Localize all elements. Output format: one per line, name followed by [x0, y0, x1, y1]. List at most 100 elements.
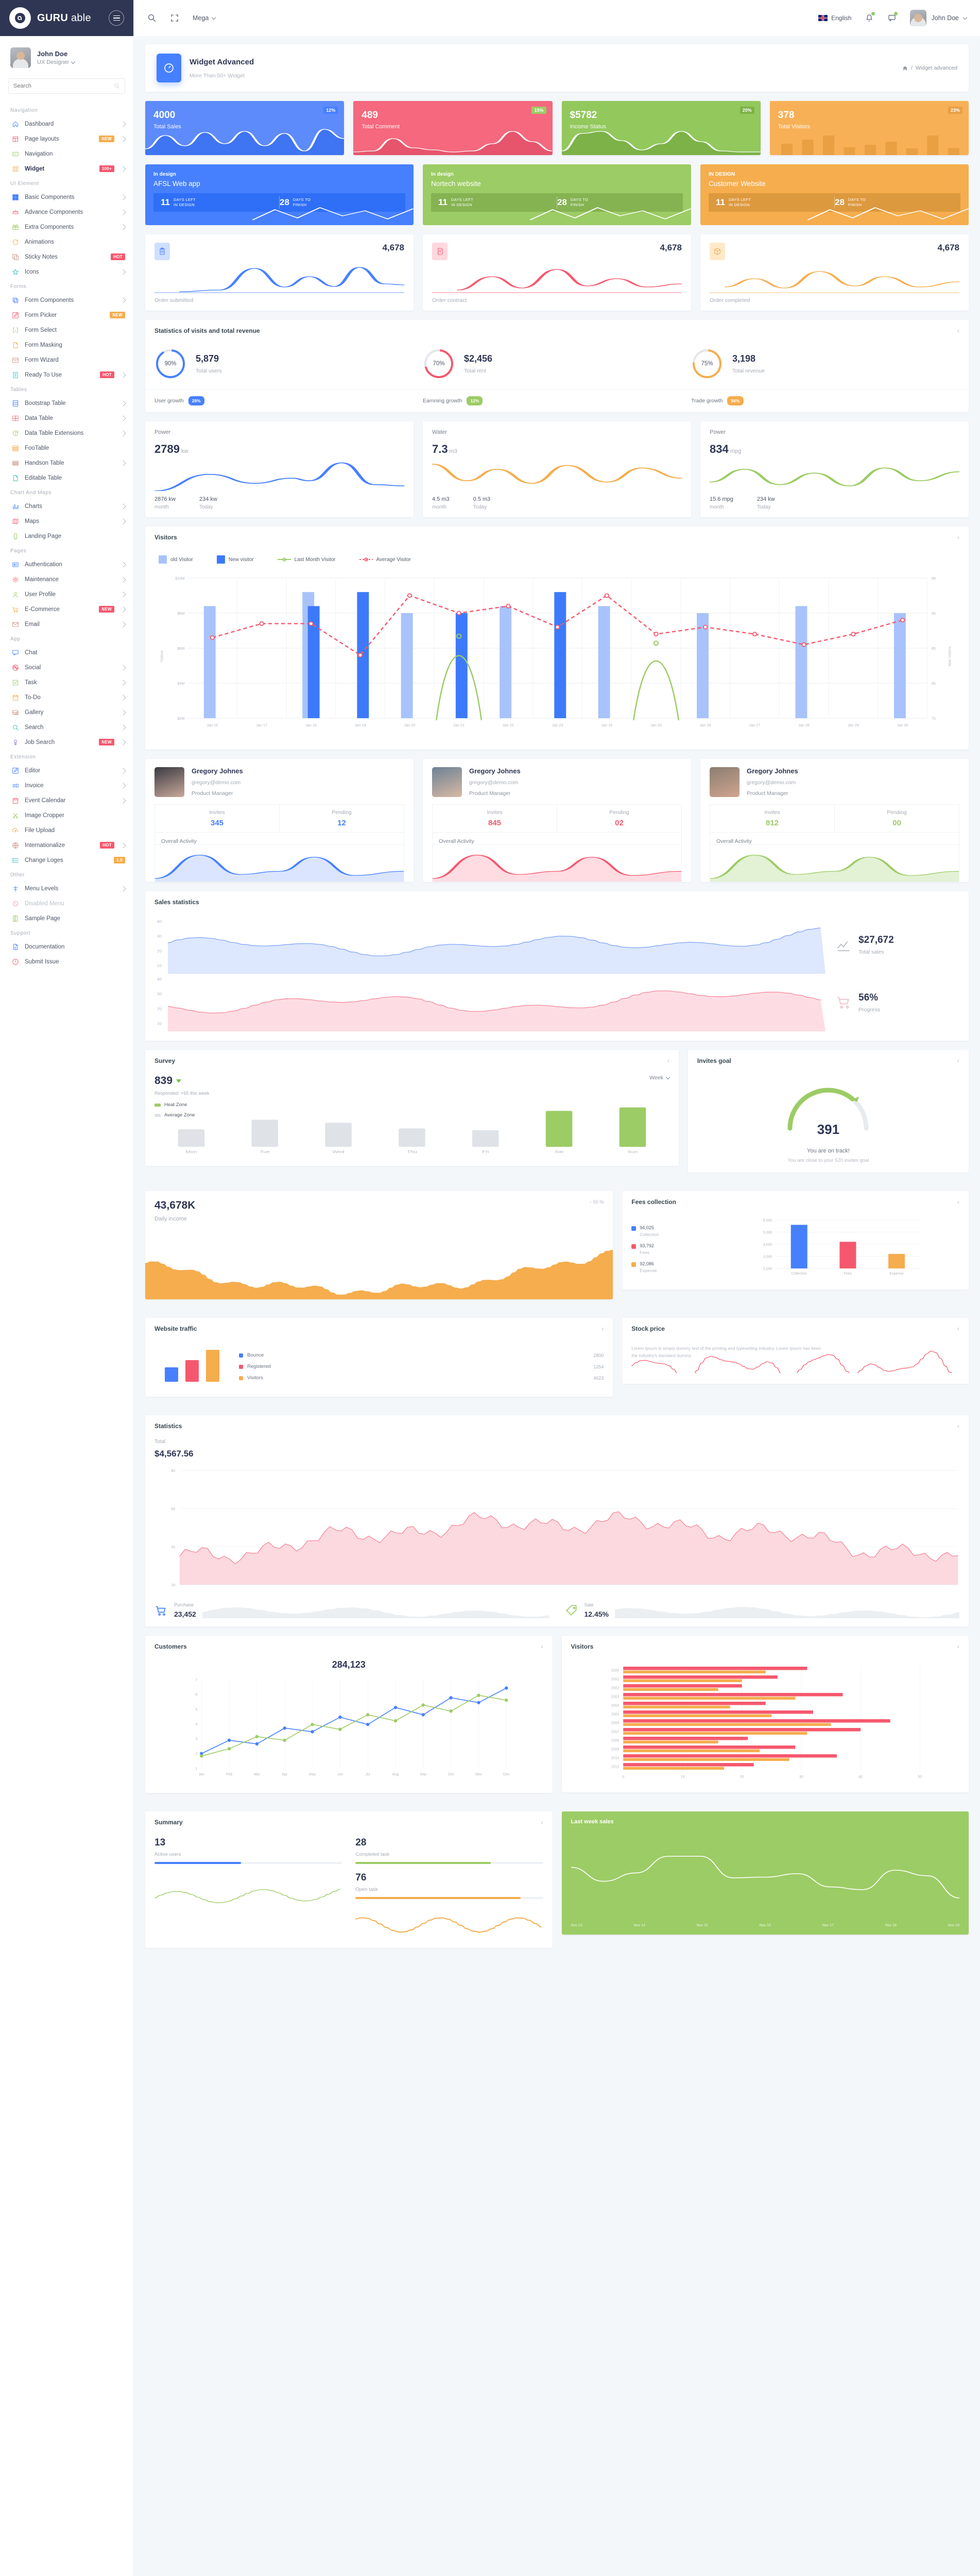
sidebar-item-image-cropper[interactable]: Image Cropper: [0, 808, 133, 823]
card-title: Statistics of visits and total revenue: [154, 327, 260, 334]
sidebar-item-form-masking[interactable]: Form Masking: [0, 337, 133, 352]
sidebar-item-editable-table[interactable]: Editable Table: [0, 470, 133, 485]
sidebar-item-maintenance[interactable]: Maintenance: [0, 572, 133, 587]
sidebar-item-form-components[interactable]: Form Components: [0, 293, 133, 308]
sidebar-item-sticky-notes[interactable]: Sticky Notes HOT: [0, 249, 133, 264]
sidebar-item-handson-table[interactable]: Handson Table: [0, 455, 133, 470]
statistics-total-label: Total: [154, 1439, 166, 1445]
mega-menu-button[interactable]: Mega: [193, 14, 216, 22]
avatar: [10, 47, 31, 68]
card-title: Last week sales: [571, 1819, 614, 1825]
collapse-icon[interactable]: ‹: [601, 1325, 604, 1332]
collapse-icon[interactable]: ‹: [541, 1819, 543, 1826]
sidebar-toggle-button[interactable]: [109, 10, 124, 26]
sidebar-profile-name: John Doe: [37, 50, 68, 58]
sidebar-item-e-commerce[interactable]: E-Commerce NEW: [0, 602, 133, 617]
notifications-icon[interactable]: [865, 12, 875, 23]
sidebar-item-advance-components[interactable]: Advance Components: [0, 205, 133, 219]
design-card-customer-website[interactable]: IN DESIGN Customer Website 11 DAYS LEFT IN D…: [700, 164, 969, 225]
sidebar-item-user-profile[interactable]: User Profile: [0, 587, 133, 602]
user-menu[interactable]: John Doe: [910, 10, 968, 26]
sidebar-item-submit-issue[interactable]: Submit Issue: [0, 954, 133, 969]
breadcrumb[interactable]: / Widget advanced: [902, 65, 957, 71]
sidebar-item-data-table-extensions[interactable]: Data Table Extensions: [0, 426, 133, 440]
sidebar-item-extra-components[interactable]: Extra Components: [0, 219, 133, 234]
sidebar-item-basic-components[interactable]: Basic Components: [0, 190, 133, 205]
sidebar-item-internationalize[interactable]: Internationalize HOT: [0, 838, 133, 853]
messages-icon[interactable]: [887, 12, 898, 23]
sidebar-item-badge: NEW: [99, 135, 114, 142]
sidebar-item-ready-to-use[interactable]: Ready To Use HOT: [0, 367, 133, 382]
collapse-icon[interactable]: ‹: [957, 327, 959, 334]
collapse-icon[interactable]: ‹: [541, 1643, 543, 1650]
sidebar-item-chat[interactable]: Chat: [0, 645, 133, 660]
stat-card-income-status[interactable]: $5782 Income Status 20%: [561, 101, 761, 155]
sidebar-item-email[interactable]: Email: [0, 617, 133, 632]
svg-text:2007: 2007: [611, 1731, 619, 1734]
sidebar-item-landing-page[interactable]: Landing Page: [0, 529, 133, 544]
sidebar-item-gallery[interactable]: Gallery: [0, 705, 133, 720]
legend-item[interactable]: New visitor: [216, 555, 254, 564]
design-card-nortech-website[interactable]: In design Nortech website 11 DAYS LEFT IN DE…: [423, 164, 691, 225]
sidebar-item-task[interactable]: Task: [0, 675, 133, 690]
sidebar-item-charts[interactable]: Charts: [0, 499, 133, 514]
survey-period-select[interactable]: Week: [649, 1075, 670, 1081]
collapse-icon[interactable]: ‹: [957, 534, 959, 541]
chevron-right-icon: [120, 121, 126, 127]
collapse-icon[interactable]: ‹: [667, 1057, 669, 1064]
sidebar-item-bootstrap-table[interactable]: Bootstrap Table: [0, 396, 133, 411]
stat-card-total-sales[interactable]: 4000 Total Sales 12%: [145, 101, 345, 155]
profile-card[interactable]: Gregory Johnes gregory@demo.com Product Ma…: [145, 759, 414, 882]
sidebar-item-social[interactable]: Social: [0, 660, 133, 675]
sidebar-item-event-calendar[interactable]: Event Calendar: [0, 793, 133, 808]
sidebar-item-authentication[interactable]: Authentication: [0, 557, 133, 572]
sidebar-item-page-layouts[interactable]: Page layouts NEW: [0, 131, 133, 146]
design-card-afsl-web-app[interactable]: In design AFSL Web app 11 DAYS LEFT IN DESIG…: [145, 164, 414, 225]
sidebar-item-menu-levels[interactable]: Menu Levels: [0, 881, 133, 896]
sidebar-item-invoice[interactable]: Invoice: [0, 778, 133, 793]
legend-item[interactable]: old Visitor: [159, 555, 193, 564]
collapse-icon[interactable]: ‹: [957, 1643, 959, 1650]
sidebar-item-form-select[interactable]: s Form Select: [0, 323, 133, 337]
collapse-icon[interactable]: ‹: [957, 1422, 959, 1430]
stat-card-total-comment[interactable]: 489 Total Comment 15%: [353, 101, 553, 155]
sidebar-profile[interactable]: John Doe UX Designer: [0, 36, 133, 76]
stat-card-total-visitors[interactable]: 378 Total Visitors 23%: [769, 101, 969, 155]
sidebar-item-navigation[interactable]: Navigation: [0, 146, 133, 161]
sidebar-item-widget[interactable]: Widget 100+: [0, 161, 133, 176]
sidebar-item-to-do[interactable]: To-Do: [0, 690, 133, 705]
svg-text:Jan 22: Jan 22: [503, 723, 514, 727]
sidebar-search[interactable]: [8, 78, 125, 94]
collapse-icon[interactable]: ‹: [957, 1057, 959, 1064]
sidebar-item-form-wizard[interactable]: Form Wizard: [0, 352, 133, 367]
collapse-icon[interactable]: ‹: [957, 1198, 959, 1206]
sidebar-item-form-picker[interactable]: Form Picker NEW: [0, 308, 133, 323]
issue-icon: [11, 958, 19, 965]
order-card-order-contract[interactable]: 4,678 Order contract: [423, 234, 691, 311]
sidebar-item-dashboard[interactable]: Dashboard: [0, 116, 133, 131]
order-card-order-submitted[interactable]: 4,678 Order submitted: [145, 234, 414, 311]
sidebar-item-maps[interactable]: Maps: [0, 514, 133, 529]
legend-item[interactable]: Average Visitor: [359, 557, 411, 563]
sidebar-item-icons[interactable]: Icons: [0, 264, 133, 279]
sidebar-item-footable[interactable]: FooTable: [0, 440, 133, 455]
sidebar-item-sample-page[interactable]: Sample Page: [0, 911, 133, 926]
collapse-icon[interactable]: ‹: [957, 1325, 959, 1332]
sidebar-item-documentation[interactable]: Documentation: [0, 939, 133, 954]
sidebar-item-animations[interactable]: Animations: [0, 234, 133, 249]
legend-item[interactable]: Last Month Visitor: [277, 557, 336, 563]
sidebar-item-data-table[interactable]: Data Table: [0, 411, 133, 426]
topbar-search-icon[interactable]: [147, 13, 157, 23]
sidebar-item-change-loges[interactable]: Change Loges 1.0: [0, 853, 133, 868]
profile-card[interactable]: Gregory Johnes gregory@demo.com Product Ma…: [700, 759, 969, 882]
sidebar-item-job-search[interactable]: Job Search NEW: [0, 735, 133, 750]
sidebar-item-file-upload[interactable]: File Upload: [0, 823, 133, 838]
sidebar-item-search[interactable]: Search: [0, 720, 133, 735]
order-card-order-completed[interactable]: 4,678 Order completed: [700, 234, 969, 311]
profile-card[interactable]: Gregory Johnes gregory@demo.com Product Ma…: [423, 759, 691, 882]
sidebar-item-editor[interactable]: Editor: [0, 763, 133, 778]
fullscreen-icon[interactable]: [170, 13, 179, 23]
search-input[interactable]: [13, 83, 114, 89]
topbar-user-name: John Doe: [931, 14, 959, 22]
language-selector[interactable]: English: [818, 14, 851, 22]
